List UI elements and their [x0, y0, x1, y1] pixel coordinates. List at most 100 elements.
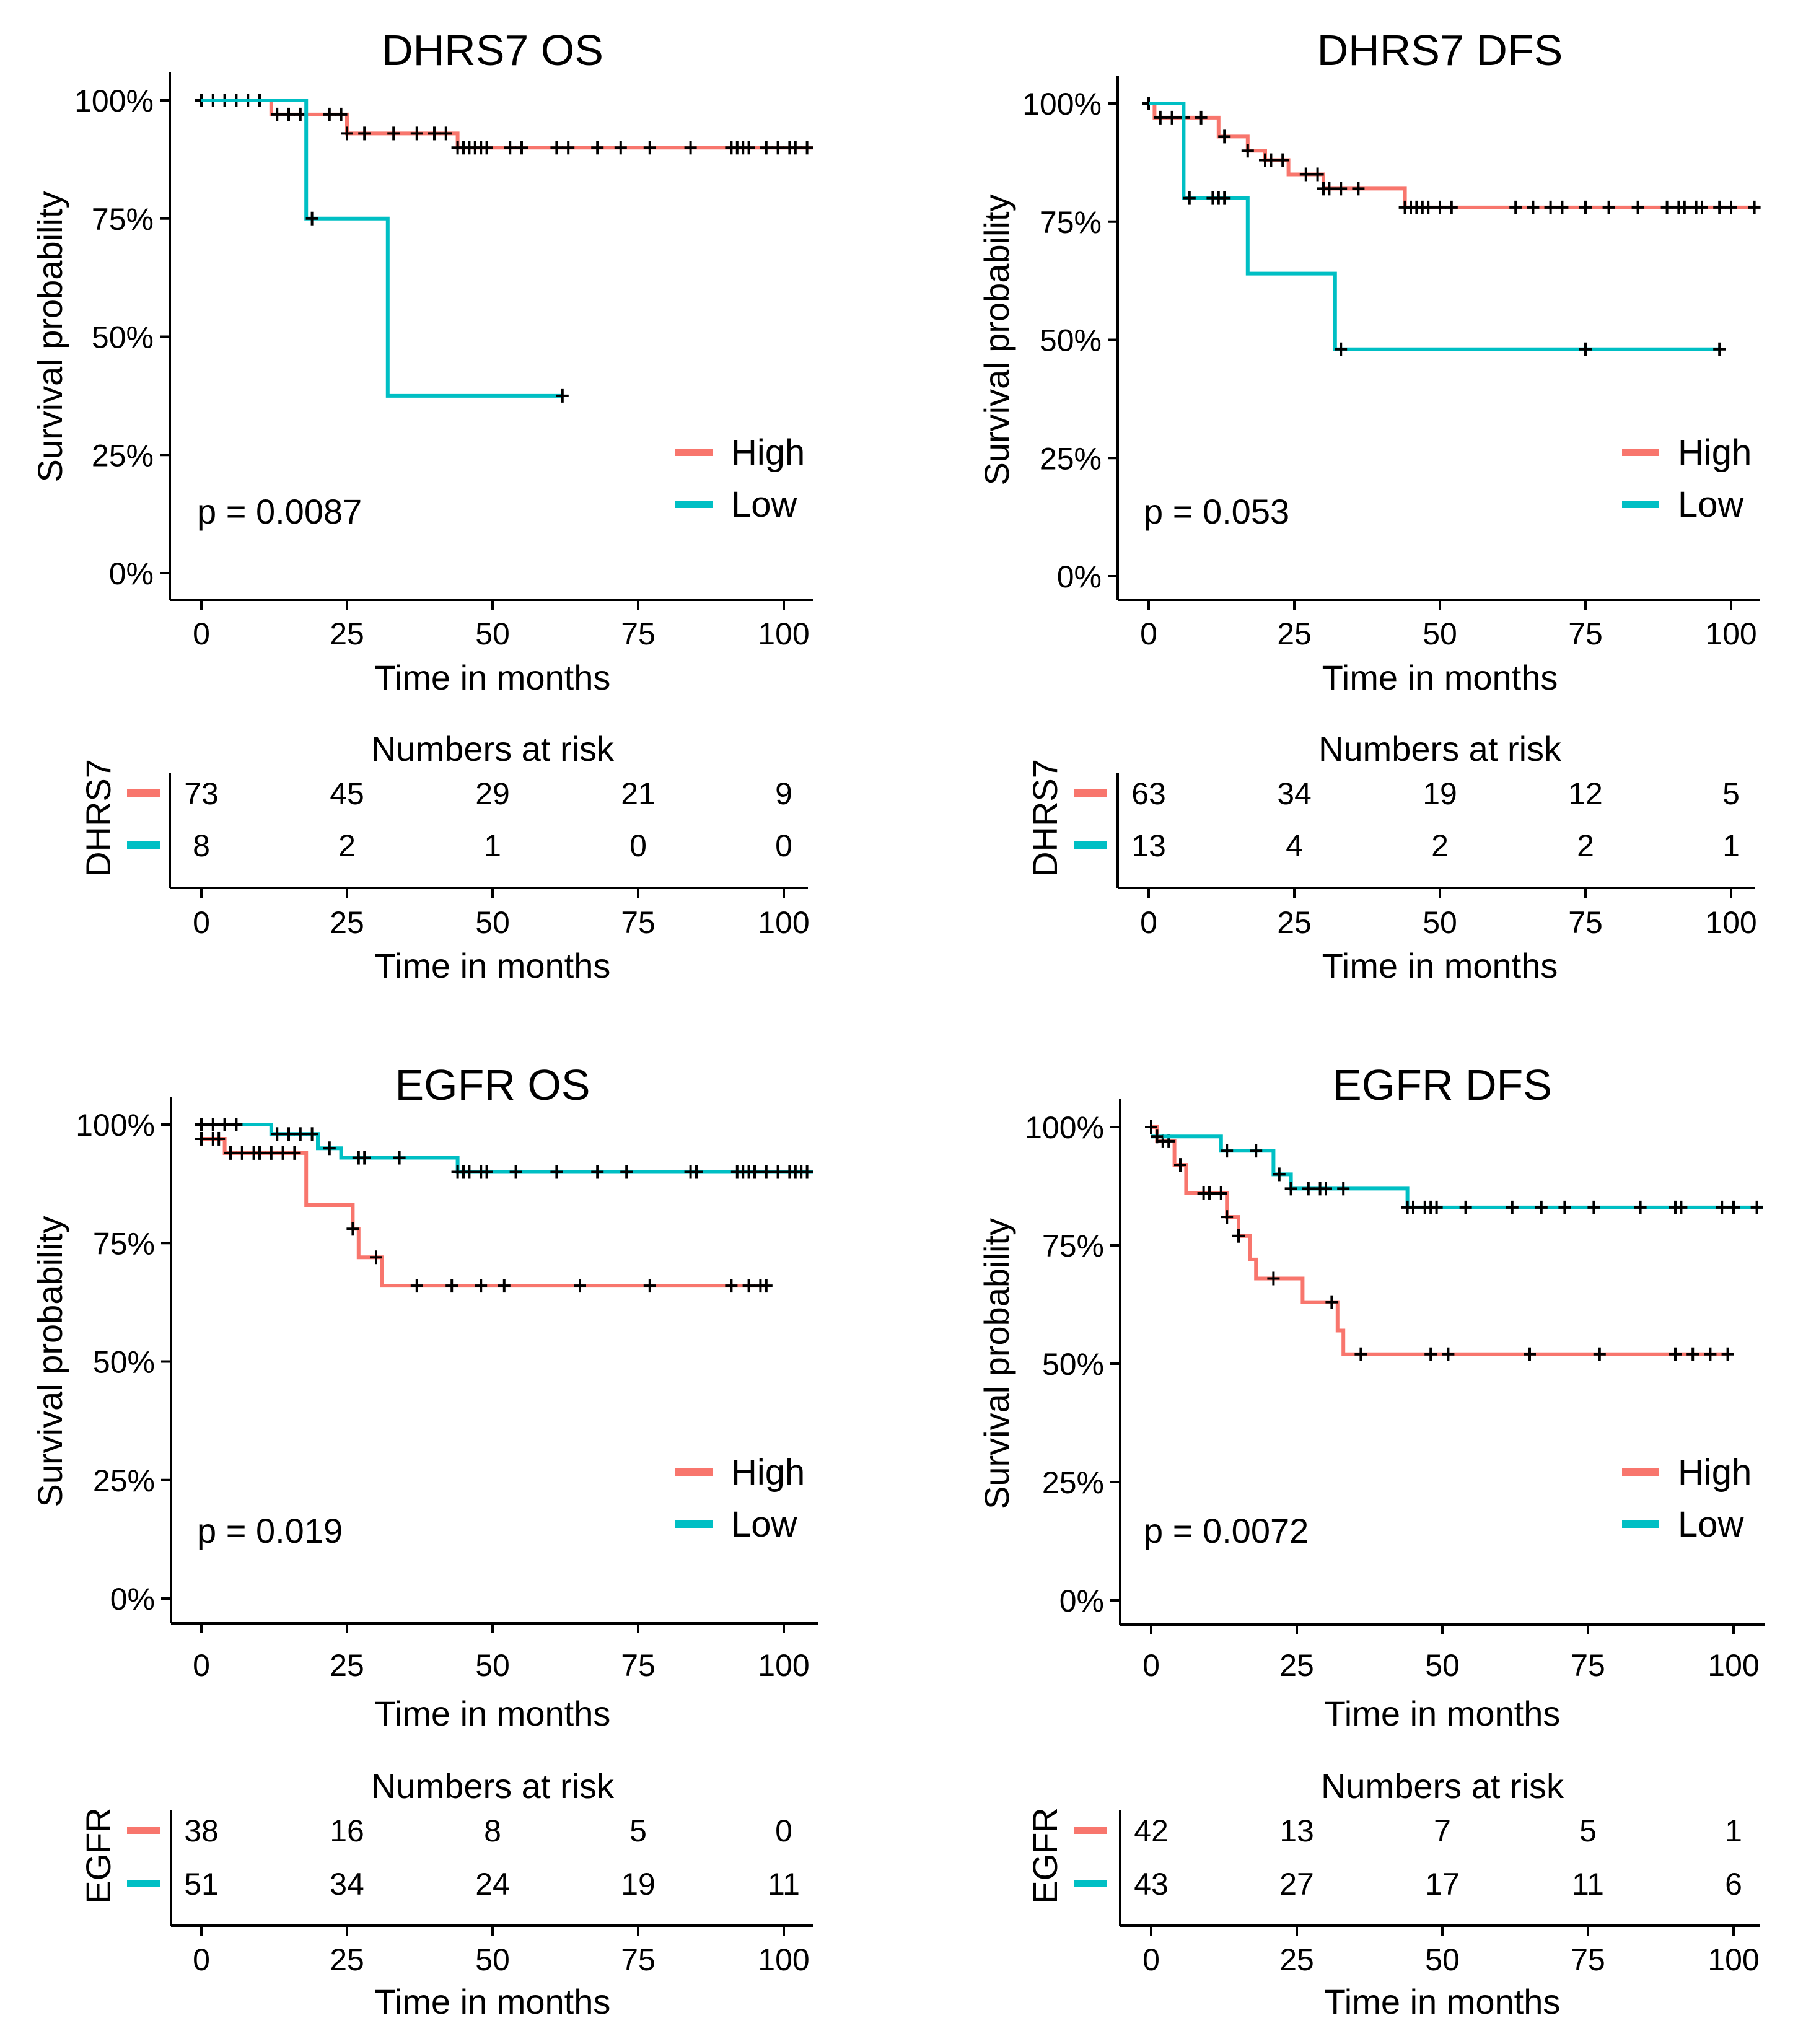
censor-mark-low [1302, 1182, 1315, 1196]
censor-mark-low [1727, 1200, 1740, 1214]
risk-count-low: 43 [1134, 1867, 1169, 1901]
risk-count-high: 29 [475, 776, 510, 811]
risk-count-high: 5 [629, 1814, 647, 1848]
risk-count-high: 5 [1579, 1814, 1597, 1848]
censor-mark-low [1716, 1200, 1729, 1214]
censor-mark-low [591, 1165, 604, 1179]
y-tick-label: 75% [1042, 1229, 1104, 1263]
risk-count-high: 9 [775, 776, 792, 811]
x-tick-label: 0 [1142, 1648, 1160, 1683]
y-axis-label: Survival probability [30, 191, 69, 483]
y-tick-label: 50% [1040, 323, 1102, 358]
censor-mark-low [1284, 1182, 1297, 1196]
censor-mark-high [1445, 200, 1458, 214]
censor-mark-low [283, 1127, 295, 1141]
risk-count-low: 8 [193, 828, 210, 863]
km-curve-high [201, 1136, 766, 1288]
risk-count-high: 0 [775, 1814, 792, 1848]
p-value: p = 0.053 [1144, 492, 1289, 531]
censor-mark-high [1221, 1210, 1234, 1224]
censor-mark-high [1154, 110, 1167, 125]
censor-mark-low [620, 1165, 633, 1179]
censor-mark-high [265, 1146, 278, 1160]
censor-mark-high [1556, 200, 1569, 214]
p-value: p = 0.0087 [197, 492, 362, 531]
risk-x-tick-label: 25 [1277, 905, 1312, 940]
censor-mark-low [305, 1127, 318, 1141]
km-curve-low [1151, 1134, 1763, 1209]
y-tick-label: 0% [109, 556, 154, 591]
risk-count-high: 12 [1568, 776, 1603, 811]
censor-mark-high [1721, 1347, 1734, 1361]
censor-mark-high [370, 1250, 382, 1265]
censor-mark-high [1424, 1347, 1437, 1361]
censor-mark-high [276, 1146, 289, 1160]
risk-group-label: DHRS7 [1025, 759, 1064, 877]
x-tick-label: 25 [1279, 1648, 1314, 1683]
risk-x-tick-label: 25 [1279, 1942, 1314, 1977]
censor-mark-high [1299, 167, 1312, 182]
risk-group-label: EGFR [1025, 1807, 1064, 1904]
risk-count-high: 38 [184, 1814, 219, 1848]
risk-x-axis-label: Time in months [375, 1982, 611, 2021]
risk-x-tick-label: 75 [621, 905, 656, 940]
censor-mark-low [480, 1165, 493, 1179]
censor-mark-low [1675, 1200, 1688, 1214]
censor-mark-low [509, 1165, 522, 1179]
censor-mark-high [1544, 200, 1557, 214]
risk-x-tick-label: 75 [1568, 905, 1603, 940]
censor-mark-low [1459, 1200, 1472, 1214]
censor-mark-high [771, 141, 784, 155]
risk-x-tick-label: 75 [1571, 1942, 1605, 1977]
censor-mark-high [213, 1131, 226, 1146]
censor-mark-low [771, 1165, 784, 1179]
censor-mark-low [1151, 1129, 1164, 1144]
y-tick-label: 50% [1042, 1347, 1104, 1382]
risk-count-high: 16 [330, 1814, 364, 1848]
risk-count-low: 1 [1722, 828, 1740, 863]
censor-mark-high [1218, 129, 1231, 144]
x-tick-label: 75 [1571, 1648, 1605, 1683]
y-tick-label: 0% [110, 1582, 155, 1616]
censor-mark-high [1352, 182, 1365, 196]
censor-mark-high [591, 141, 604, 155]
risk-group-label: EGFR [79, 1807, 118, 1904]
censor-mark-low [195, 1118, 208, 1131]
censor-mark-high [358, 126, 371, 141]
risk-count-high: 42 [1134, 1814, 1169, 1848]
x-tick-label: 50 [1423, 616, 1457, 651]
censor-mark-high [387, 126, 400, 141]
y-tick-label: 100% [76, 1108, 155, 1143]
risk-count-low: 2 [338, 828, 356, 863]
censor-mark-high [504, 141, 517, 155]
censor-mark-high [1509, 200, 1522, 214]
censor-mark-high [1195, 110, 1208, 125]
censor-mark-low [271, 1127, 284, 1141]
censor-mark-high [1265, 153, 1278, 167]
risk-count-high: 19 [1423, 776, 1457, 811]
risk-count-high: 45 [330, 776, 364, 811]
censor-mark-high [1422, 200, 1435, 214]
risk-count-low: 0 [775, 828, 792, 863]
censor-mark-high [684, 141, 697, 155]
risk-count-low: 0 [629, 828, 647, 863]
risk-count-low: 6 [1725, 1867, 1742, 1901]
risk-x-tick-label: 100 [1708, 1942, 1759, 1977]
risk-x-tick-label: 25 [330, 905, 364, 940]
risk-count-high: 13 [1279, 1814, 1314, 1848]
censor-mark-high [439, 126, 452, 141]
censor-mark-low [1250, 1144, 1263, 1158]
censor-mark-low [230, 1118, 243, 1131]
legend-label-high: High [1678, 432, 1752, 473]
censor-mark-high [1165, 110, 1178, 125]
censor-mark-high [725, 1279, 738, 1293]
y-tick-label: 100% [74, 84, 154, 118]
risk-table-title: Numbers at risk [371, 1766, 615, 1805]
censor-mark-low [1430, 1200, 1443, 1214]
risk-x-tick-label: 0 [193, 1942, 210, 1977]
censor-mark-high [574, 1279, 586, 1293]
censor-mark-high [760, 141, 773, 155]
y-tick-label: 0% [1057, 559, 1102, 594]
